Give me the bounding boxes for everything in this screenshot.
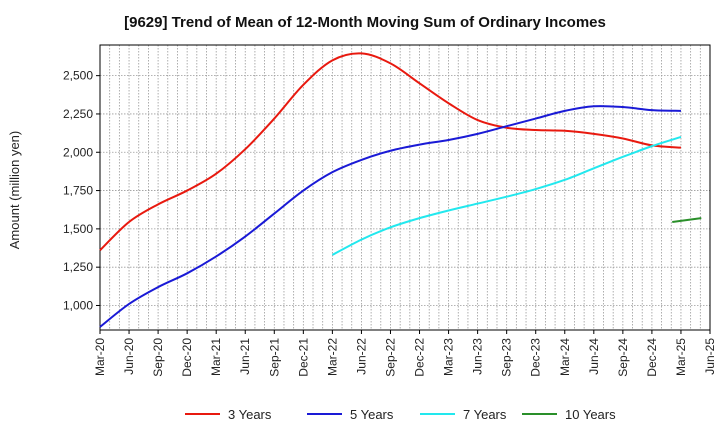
x-tick-label: Sep-20: [151, 338, 165, 377]
legend-label: 10 Years: [565, 407, 616, 422]
x-tick-label: Mar-24: [558, 338, 572, 376]
x-tick-label: Dec-23: [529, 338, 543, 377]
x-tick-label: Dec-21: [296, 338, 310, 377]
series-line-5-years: [99, 105, 681, 328]
x-tick-label: Sep-24: [616, 338, 630, 377]
legend-label: 7 Years: [463, 407, 507, 422]
grid: [100, 45, 710, 330]
x-tick-label: Jun-25: [703, 338, 717, 375]
chart-title: [9629] Trend of Mean of 12-Month Moving …: [124, 14, 606, 31]
y-tick-label: 2,000: [63, 145, 93, 159]
x-tick-label: Dec-20: [180, 338, 194, 377]
x-tick-label: Sep-22: [383, 338, 397, 377]
x-tick-label: Dec-24: [645, 338, 659, 377]
y-tick-label: 2,250: [63, 107, 93, 121]
series-line-10-years: [672, 217, 702, 223]
y-axis-label: Amount (million yen): [7, 131, 22, 250]
x-tick-label: Mar-23: [442, 338, 456, 376]
series-line-3-years: [99, 52, 682, 252]
plot-frame: [99, 44, 711, 331]
x-tick-label: Sep-23: [500, 338, 514, 377]
x-ticks: Mar-20 Jun-20 Sep-20 Dec-20 Mar-21 Jun-21 Sep-…: [93, 330, 717, 377]
legend: 3 Years 5 Years 7 Years 10 Years: [185, 407, 616, 422]
x-tick-label: Mar-21: [209, 338, 223, 376]
x-tick-label: Jun-21: [238, 338, 252, 375]
legend-label: 3 Years: [228, 407, 272, 422]
x-tick-label: Dec-22: [413, 338, 427, 377]
legend-label: 5 Years: [350, 407, 394, 422]
x-tick-label: Mar-22: [325, 338, 339, 376]
x-tick-label: Jun-24: [587, 338, 601, 375]
series-line-7-years: [331, 135, 682, 256]
x-tick-label: Sep-21: [267, 338, 281, 377]
y-tick-label: 1,500: [63, 222, 93, 236]
x-tick-label: Mar-25: [674, 338, 688, 376]
x-tick-label: Jun-22: [354, 338, 368, 375]
y-ticks: 1,000 1,250 1,500 1,750 2,000 2,250 2,500: [63, 69, 100, 312]
series-lines: [99, 52, 702, 328]
y-tick-label: 1,750: [63, 184, 93, 198]
x-tick-label: Mar-20: [93, 338, 107, 376]
y-tick-label: 2,500: [63, 69, 93, 83]
x-tick-label: Jun-20: [122, 338, 136, 375]
y-tick-label: 1,000: [63, 298, 93, 312]
y-tick-label: 1,250: [63, 260, 93, 274]
x-tick-label: Jun-23: [471, 338, 485, 375]
